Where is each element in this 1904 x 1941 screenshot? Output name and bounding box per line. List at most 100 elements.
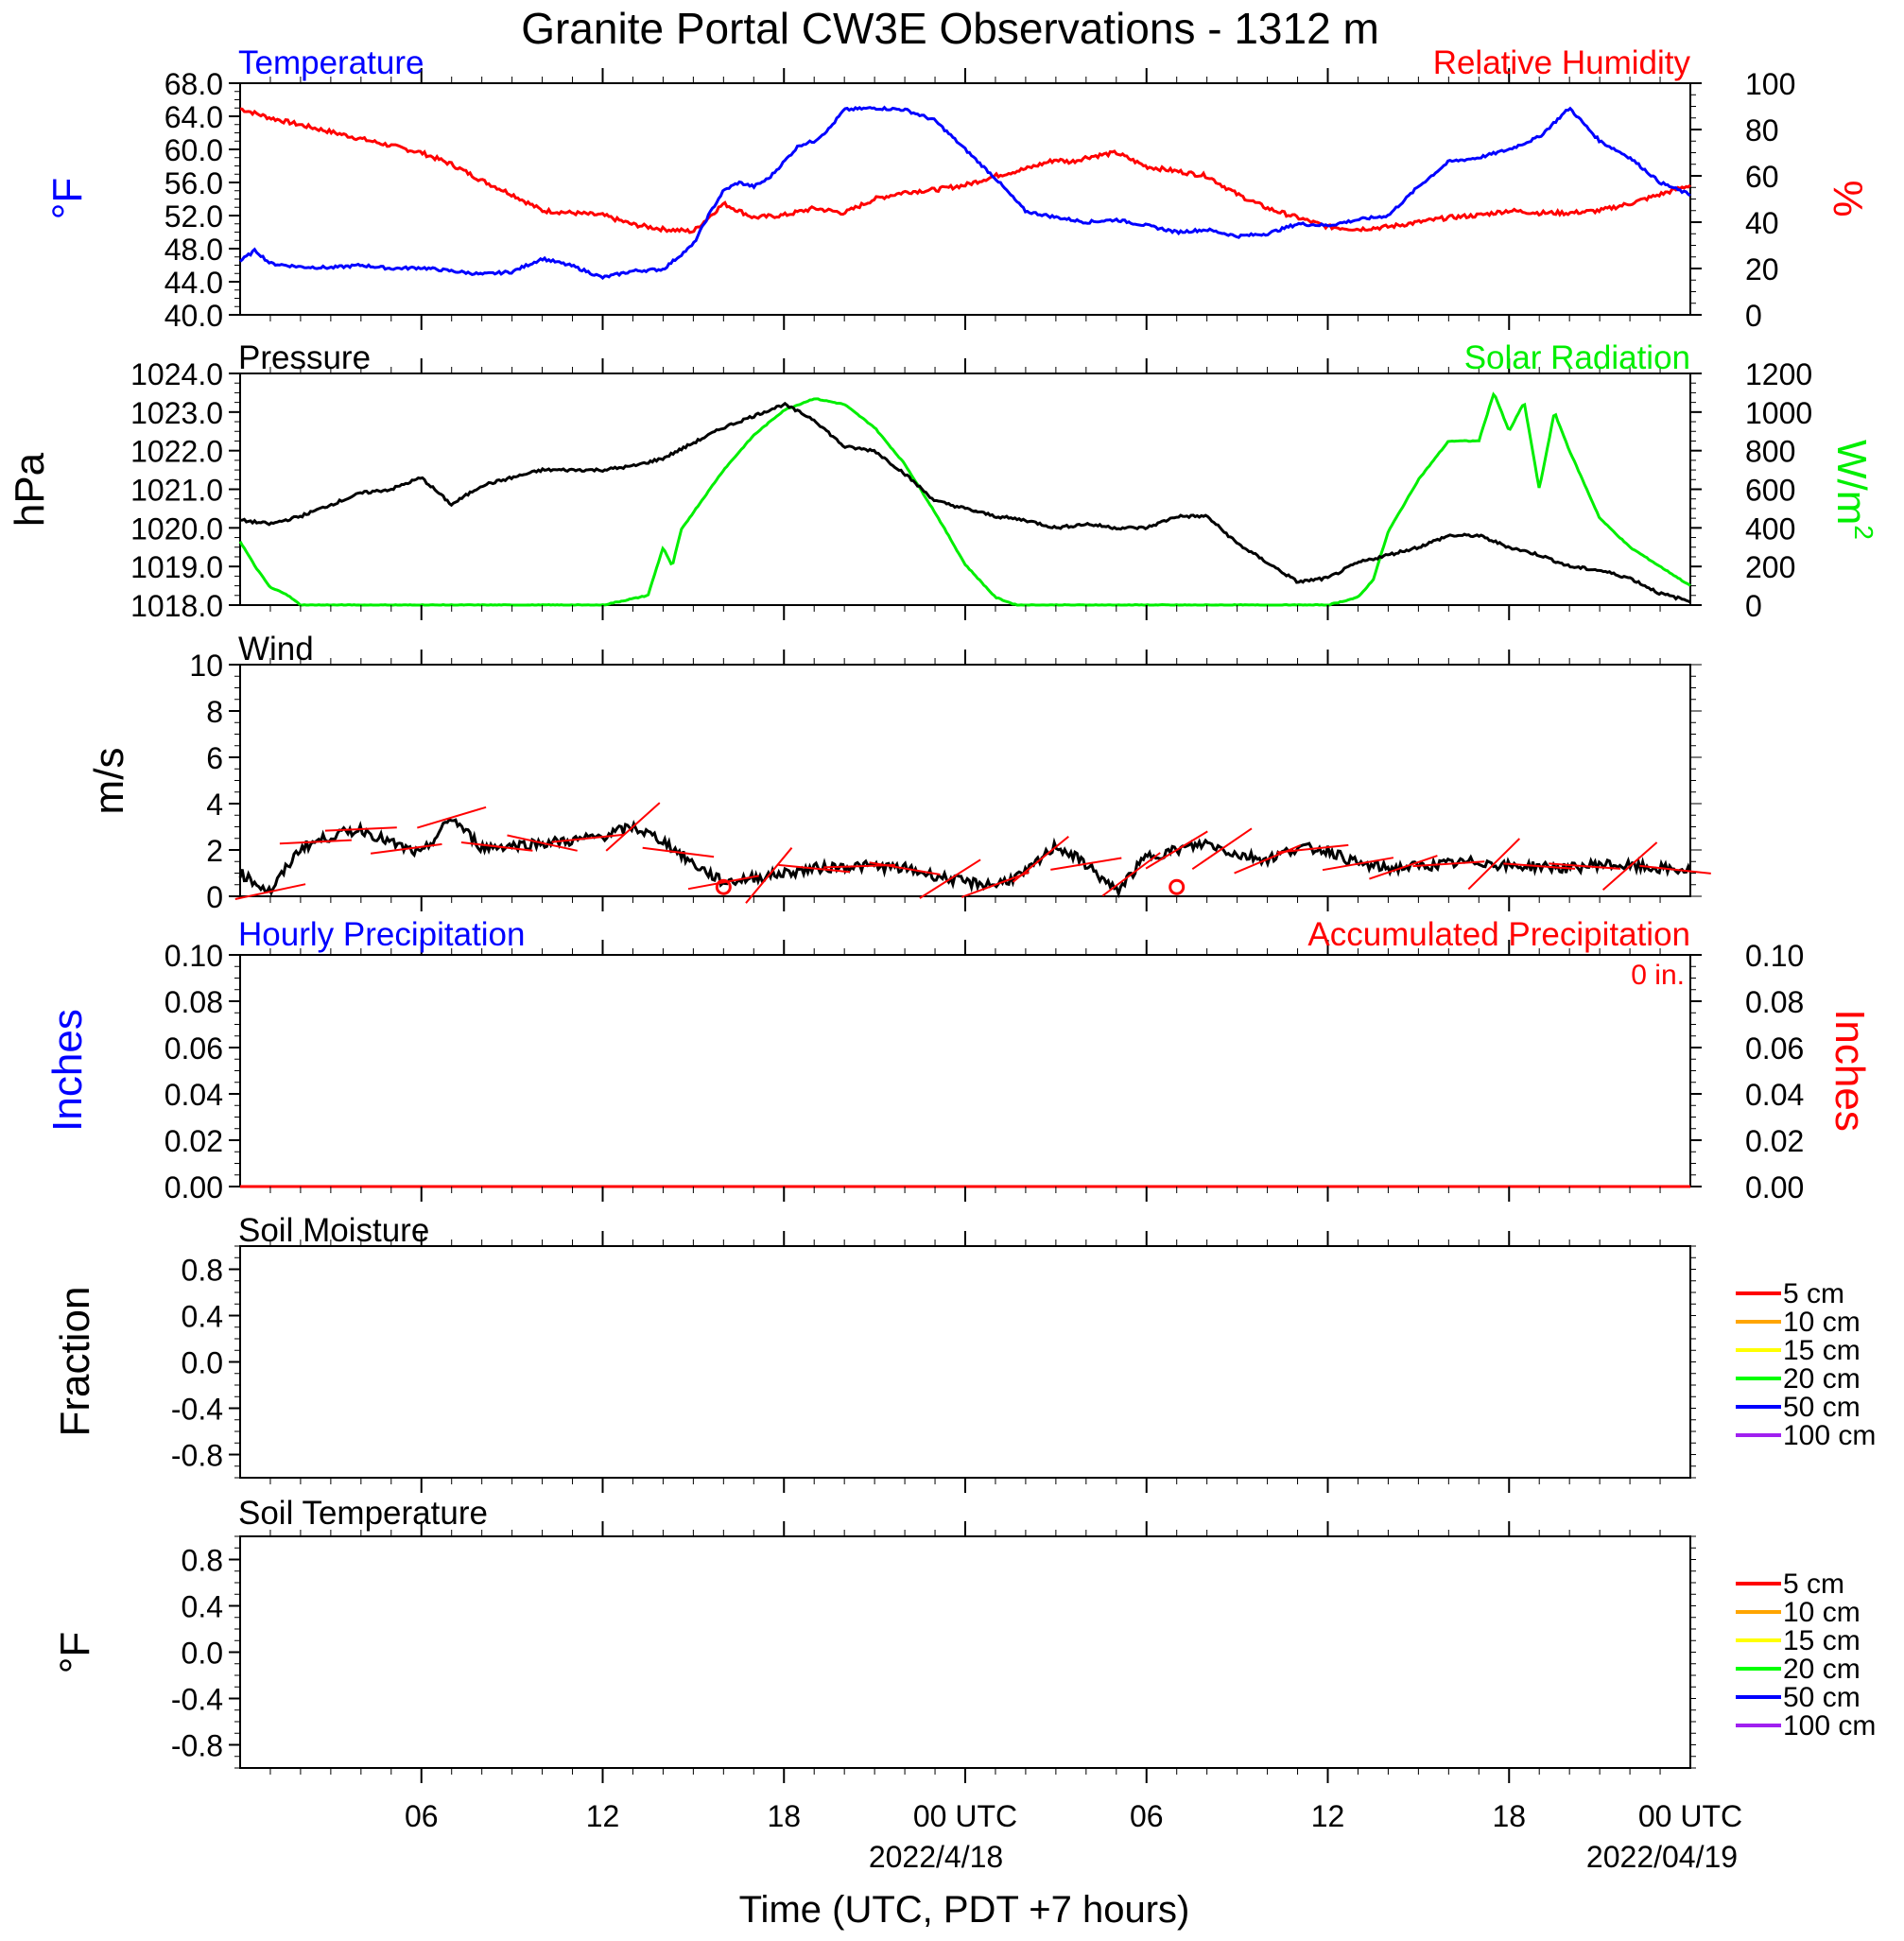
wind-barb [778,863,851,874]
wind-barb [279,839,352,845]
pres-solar-series [238,391,1691,607]
solar-tick-label: 800 [1745,435,1795,469]
temperature-tick-label: 64.0 [164,100,223,134]
precip-frame [239,954,1691,1187]
solar-tick-label: 200 [1745,550,1795,584]
x-axis-title: Time (UTC, PDT +7 hours) [739,1889,1190,1931]
humidity-tick-label: 40 [1745,206,1779,240]
solar-tick-label: 1200 [1745,357,1812,391]
temperature-tick-label: 44.0 [164,266,223,300]
temperature-tick-label: 52.0 [164,199,223,234]
soil-temperature-tick-label: 0.8 [182,1544,223,1578]
temperature-tick-label: 68.0 [164,67,223,101]
pressure-tick-label: 1021.0 [130,474,223,508]
temperature-line [239,105,1691,281]
temp-rh-series [239,105,1692,281]
humidity-tick-label: 0 [1745,299,1762,333]
accum-precip-title: Accumulated Precipitation [1307,916,1690,953]
wind-barb [551,833,624,843]
wind-tick-label: 8 [206,695,223,729]
soil-temperature-tick-label: -0.8 [171,1729,223,1763]
wind-barb [234,883,306,900]
wind-tick-label: 2 [206,834,223,868]
accum-precip-tick-label: 0.00 [1745,1170,1804,1204]
temperature-axis-unit: °F [44,178,91,219]
wind-barb [1322,857,1394,872]
solar-radiation-line [238,391,1691,607]
soil-temperature-legend-label: 20 cm [1783,1654,1861,1685]
precipitation-panel: 0.10 0.08 0.06 0.04 0.02 0.00 0.10 0.08 0.06 0.04… [44,916,1873,1204]
soil-temperature-ticks: 0.8 0.4 0.0 -0.4 -0.8 [171,1521,1696,1783]
calm-wind-marker [715,878,732,895]
x-tick-label: 06 [1130,1799,1164,1833]
temperature-title: Temperature [238,44,424,81]
soil-temperature-legend-label: 15 cm [1783,1625,1861,1656]
wind-barb [324,826,397,832]
soil-moisture-tick-label: -0.4 [171,1393,223,1427]
wind-barb [1101,852,1161,897]
date-label-1: 2022/4/18 [869,1840,1003,1874]
figure-title: Granite Portal CW3E Observations - 1312 … [521,4,1379,53]
hourly-precip-tick-label: 0.10 [164,939,223,973]
accum-precip-tick-label: 0.06 [1745,1031,1804,1066]
pressure-tick-label: 1024.0 [130,357,223,391]
wind-barb [642,846,715,858]
soil-temperature-frame [239,1535,1691,1769]
wind-axis-unit: m/s [86,748,132,815]
soil-moisture-tick-label: -0.8 [171,1439,223,1473]
solar-tick-label: 400 [1745,511,1795,546]
wind-barb [1145,830,1208,870]
soil-moisture-ticks: 0.8 0.4 0.0 -0.4 -0.8 [171,1231,1696,1493]
soil-moisture-title: Soil Moisture [238,1212,429,1249]
wind-barb [1369,855,1438,880]
soil-temperature-legend-label: 5 cm [1783,1568,1844,1600]
humidity-tick-label: 60 [1745,160,1779,194]
accum-precip-tick-label: 0.02 [1745,1124,1804,1158]
humidity-title: Relative Humidity [1433,44,1691,81]
soil-moisture-legend-label: 50 cm [1783,1392,1861,1423]
wind-barb [961,871,1030,898]
wind-barb [919,858,981,899]
wind-barb [370,842,442,855]
calm-wind-marker [1168,878,1186,895]
temperature-tick-label: 56.0 [164,166,223,200]
accum-precip-total: 0 in. [1631,960,1685,991]
wind-barb [1012,836,1069,883]
hourly-precip-tick-label: 0.00 [164,1170,223,1204]
pressure-tick-label: 1020.0 [130,511,223,546]
soil-temperature-axis-unit: °F [52,1632,98,1673]
soil-moisture-frame [239,1245,1691,1479]
accum-precip-tick-label: 0.08 [1745,985,1804,1019]
humidity-tick-label: 20 [1745,252,1779,286]
accum-precip-tick-label: 0.04 [1745,1078,1804,1112]
accum-precip-tick-label: 0.10 [1745,939,1804,973]
date-label-2: 2022/04/19 [1586,1840,1738,1874]
pressure-tick-label: 1023.0 [130,396,223,430]
solar-unit-exponent: 2 [1849,525,1878,540]
pressure-tick-label: 1019.0 [130,550,223,584]
solar-tick-label: 600 [1745,474,1795,508]
wind-barb [1503,862,1576,870]
wind-tick-label: 0 [206,880,223,914]
wind-speed-line [238,818,1692,899]
wind-barb [869,861,941,875]
hourly-precip-tick-label: 0.06 [164,1031,223,1066]
wind-tick-label: 6 [206,741,223,775]
pressure-tick-label: 1022.0 [130,435,223,469]
pres-solar-frame [239,373,1691,606]
soil-moisture-tick-label: 0.8 [182,1254,223,1288]
hourly-precip-tick-label: 0.04 [164,1078,223,1112]
wind-barb [745,847,793,904]
humidity-tick-label: 100 [1745,67,1795,101]
temperature-tick-label: 40.0 [164,299,223,333]
humidity-line [239,107,1692,234]
wind-barb [460,841,533,852]
wind-barb [605,802,661,852]
wind-ticks: 10 8 6 4 2 0 [189,649,1702,914]
x-tick-label: 12 [586,1799,620,1833]
soil-temperature-tick-label: -0.4 [171,1683,223,1717]
